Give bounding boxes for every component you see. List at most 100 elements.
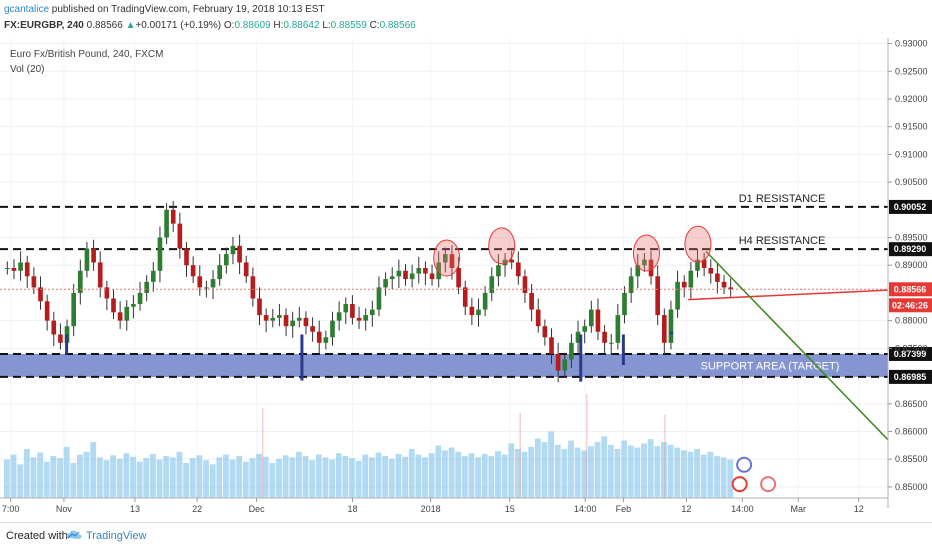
volume-bar bbox=[296, 451, 302, 498]
event-marker-icon bbox=[736, 456, 753, 473]
volume-bar bbox=[136, 461, 143, 498]
candle-body bbox=[668, 309, 674, 343]
volume-bar bbox=[216, 457, 223, 498]
volume-bar bbox=[4, 459, 10, 498]
candle-body bbox=[522, 276, 528, 293]
candle-body bbox=[708, 268, 714, 274]
volume-bar bbox=[461, 456, 468, 498]
x-tick-label: 2018 bbox=[421, 504, 441, 514]
candle-body bbox=[177, 223, 183, 249]
volume-bar bbox=[156, 459, 163, 498]
candle-body bbox=[562, 359, 568, 371]
volume-bar bbox=[475, 457, 482, 498]
candle-body bbox=[117, 312, 123, 321]
candle-body bbox=[502, 259, 508, 266]
level-price-label: 0.86985 bbox=[894, 372, 927, 382]
candle-body bbox=[4, 268, 10, 269]
x-tick-label: 14:00 bbox=[574, 504, 597, 514]
volume-bar bbox=[150, 453, 156, 498]
candle-body bbox=[91, 248, 96, 263]
volume-bar bbox=[388, 458, 395, 498]
volume-bar bbox=[302, 456, 309, 498]
volume-bar bbox=[23, 449, 30, 498]
candle-body bbox=[104, 287, 110, 299]
volume-bar bbox=[335, 453, 342, 498]
volume-bar bbox=[116, 458, 123, 498]
candle-body bbox=[77, 270, 83, 293]
price-chart[interactable]: SUPPORT AREA (TARGET) D1 RESISTANCE 0.900… bbox=[0, 38, 932, 522]
y-tick-label: 0.85000 bbox=[895, 482, 928, 492]
volume-bar bbox=[667, 444, 674, 498]
candle-body bbox=[18, 262, 23, 271]
volume-bar bbox=[654, 446, 661, 498]
candle-body bbox=[449, 254, 455, 268]
candle-body bbox=[436, 262, 442, 280]
candle-body bbox=[542, 326, 548, 338]
candle-body bbox=[602, 331, 607, 343]
volume-bar bbox=[382, 456, 389, 498]
y-tick-label: 0.92000 bbox=[895, 94, 928, 104]
volume-bar bbox=[674, 447, 681, 498]
volume-bar bbox=[236, 456, 243, 498]
candle-body bbox=[197, 276, 203, 288]
x-tick-label: 12 bbox=[681, 504, 691, 514]
candle-body bbox=[396, 270, 402, 277]
candle-body bbox=[131, 304, 136, 307]
candle-body bbox=[230, 245, 236, 255]
y-tick-label: 0.90500 bbox=[895, 177, 928, 187]
volume-bar bbox=[574, 447, 581, 498]
volume-bar bbox=[369, 457, 375, 498]
candle-body bbox=[582, 326, 588, 332]
level-label: D1 RESISTANCE bbox=[739, 193, 826, 205]
y-tick-label: 0.87500 bbox=[895, 343, 928, 353]
volume-spike bbox=[261, 408, 264, 498]
y-tick-label: 0.91000 bbox=[895, 149, 928, 159]
candle-body bbox=[44, 301, 50, 321]
candle-body bbox=[529, 292, 534, 310]
volume-bar bbox=[661, 442, 667, 498]
volume-bar bbox=[694, 449, 701, 498]
author-link[interactable]: gcantalice bbox=[4, 4, 50, 15]
candle-body bbox=[11, 268, 17, 271]
volume-bar bbox=[588, 446, 594, 498]
volume-bar bbox=[614, 449, 621, 498]
volume-bar bbox=[262, 456, 269, 498]
candle-body bbox=[462, 287, 468, 307]
volume-bar bbox=[554, 444, 561, 498]
x-tick-label: Feb bbox=[616, 504, 632, 514]
low-value: 0.88559 bbox=[330, 20, 367, 31]
candle-body bbox=[715, 273, 720, 282]
volume-bar bbox=[242, 461, 249, 498]
candle-body bbox=[243, 262, 249, 277]
candle-body bbox=[263, 315, 269, 321]
tradingview-link[interactable]: TradingView bbox=[86, 530, 147, 542]
countdown-tag bbox=[889, 298, 932, 313]
event-marker-icon bbox=[760, 476, 777, 493]
volume-bar bbox=[37, 452, 44, 498]
change-arrow-icon: ▲ bbox=[125, 20, 136, 31]
volume-bar bbox=[442, 450, 448, 498]
candle-body bbox=[403, 270, 408, 280]
chart-title: Euro Fx/British Pound, 240, FXCM bbox=[10, 49, 163, 60]
last-price-tag bbox=[889, 282, 932, 297]
x-tick-label: Nov bbox=[56, 504, 73, 514]
candle-body bbox=[575, 331, 581, 343]
candle-body bbox=[555, 353, 561, 371]
candle-body bbox=[661, 315, 667, 343]
volume-bar bbox=[627, 445, 634, 498]
volume-bar bbox=[448, 447, 455, 498]
candle-body bbox=[688, 270, 694, 288]
volume-bar bbox=[481, 453, 488, 498]
candle-body bbox=[728, 287, 734, 290]
level-label: H4 RESISTANCE bbox=[739, 235, 826, 247]
x-tick-label: 18 bbox=[348, 504, 358, 514]
level-price-label: 0.90052 bbox=[894, 202, 927, 212]
volume-bar bbox=[707, 451, 714, 498]
volume-bar bbox=[568, 440, 574, 498]
volume-bar bbox=[720, 457, 727, 498]
volume-bar bbox=[329, 459, 336, 498]
candle-body bbox=[51, 320, 57, 335]
volume-bar bbox=[508, 443, 515, 498]
volume-bar bbox=[402, 456, 409, 498]
candle-body bbox=[456, 268, 461, 288]
